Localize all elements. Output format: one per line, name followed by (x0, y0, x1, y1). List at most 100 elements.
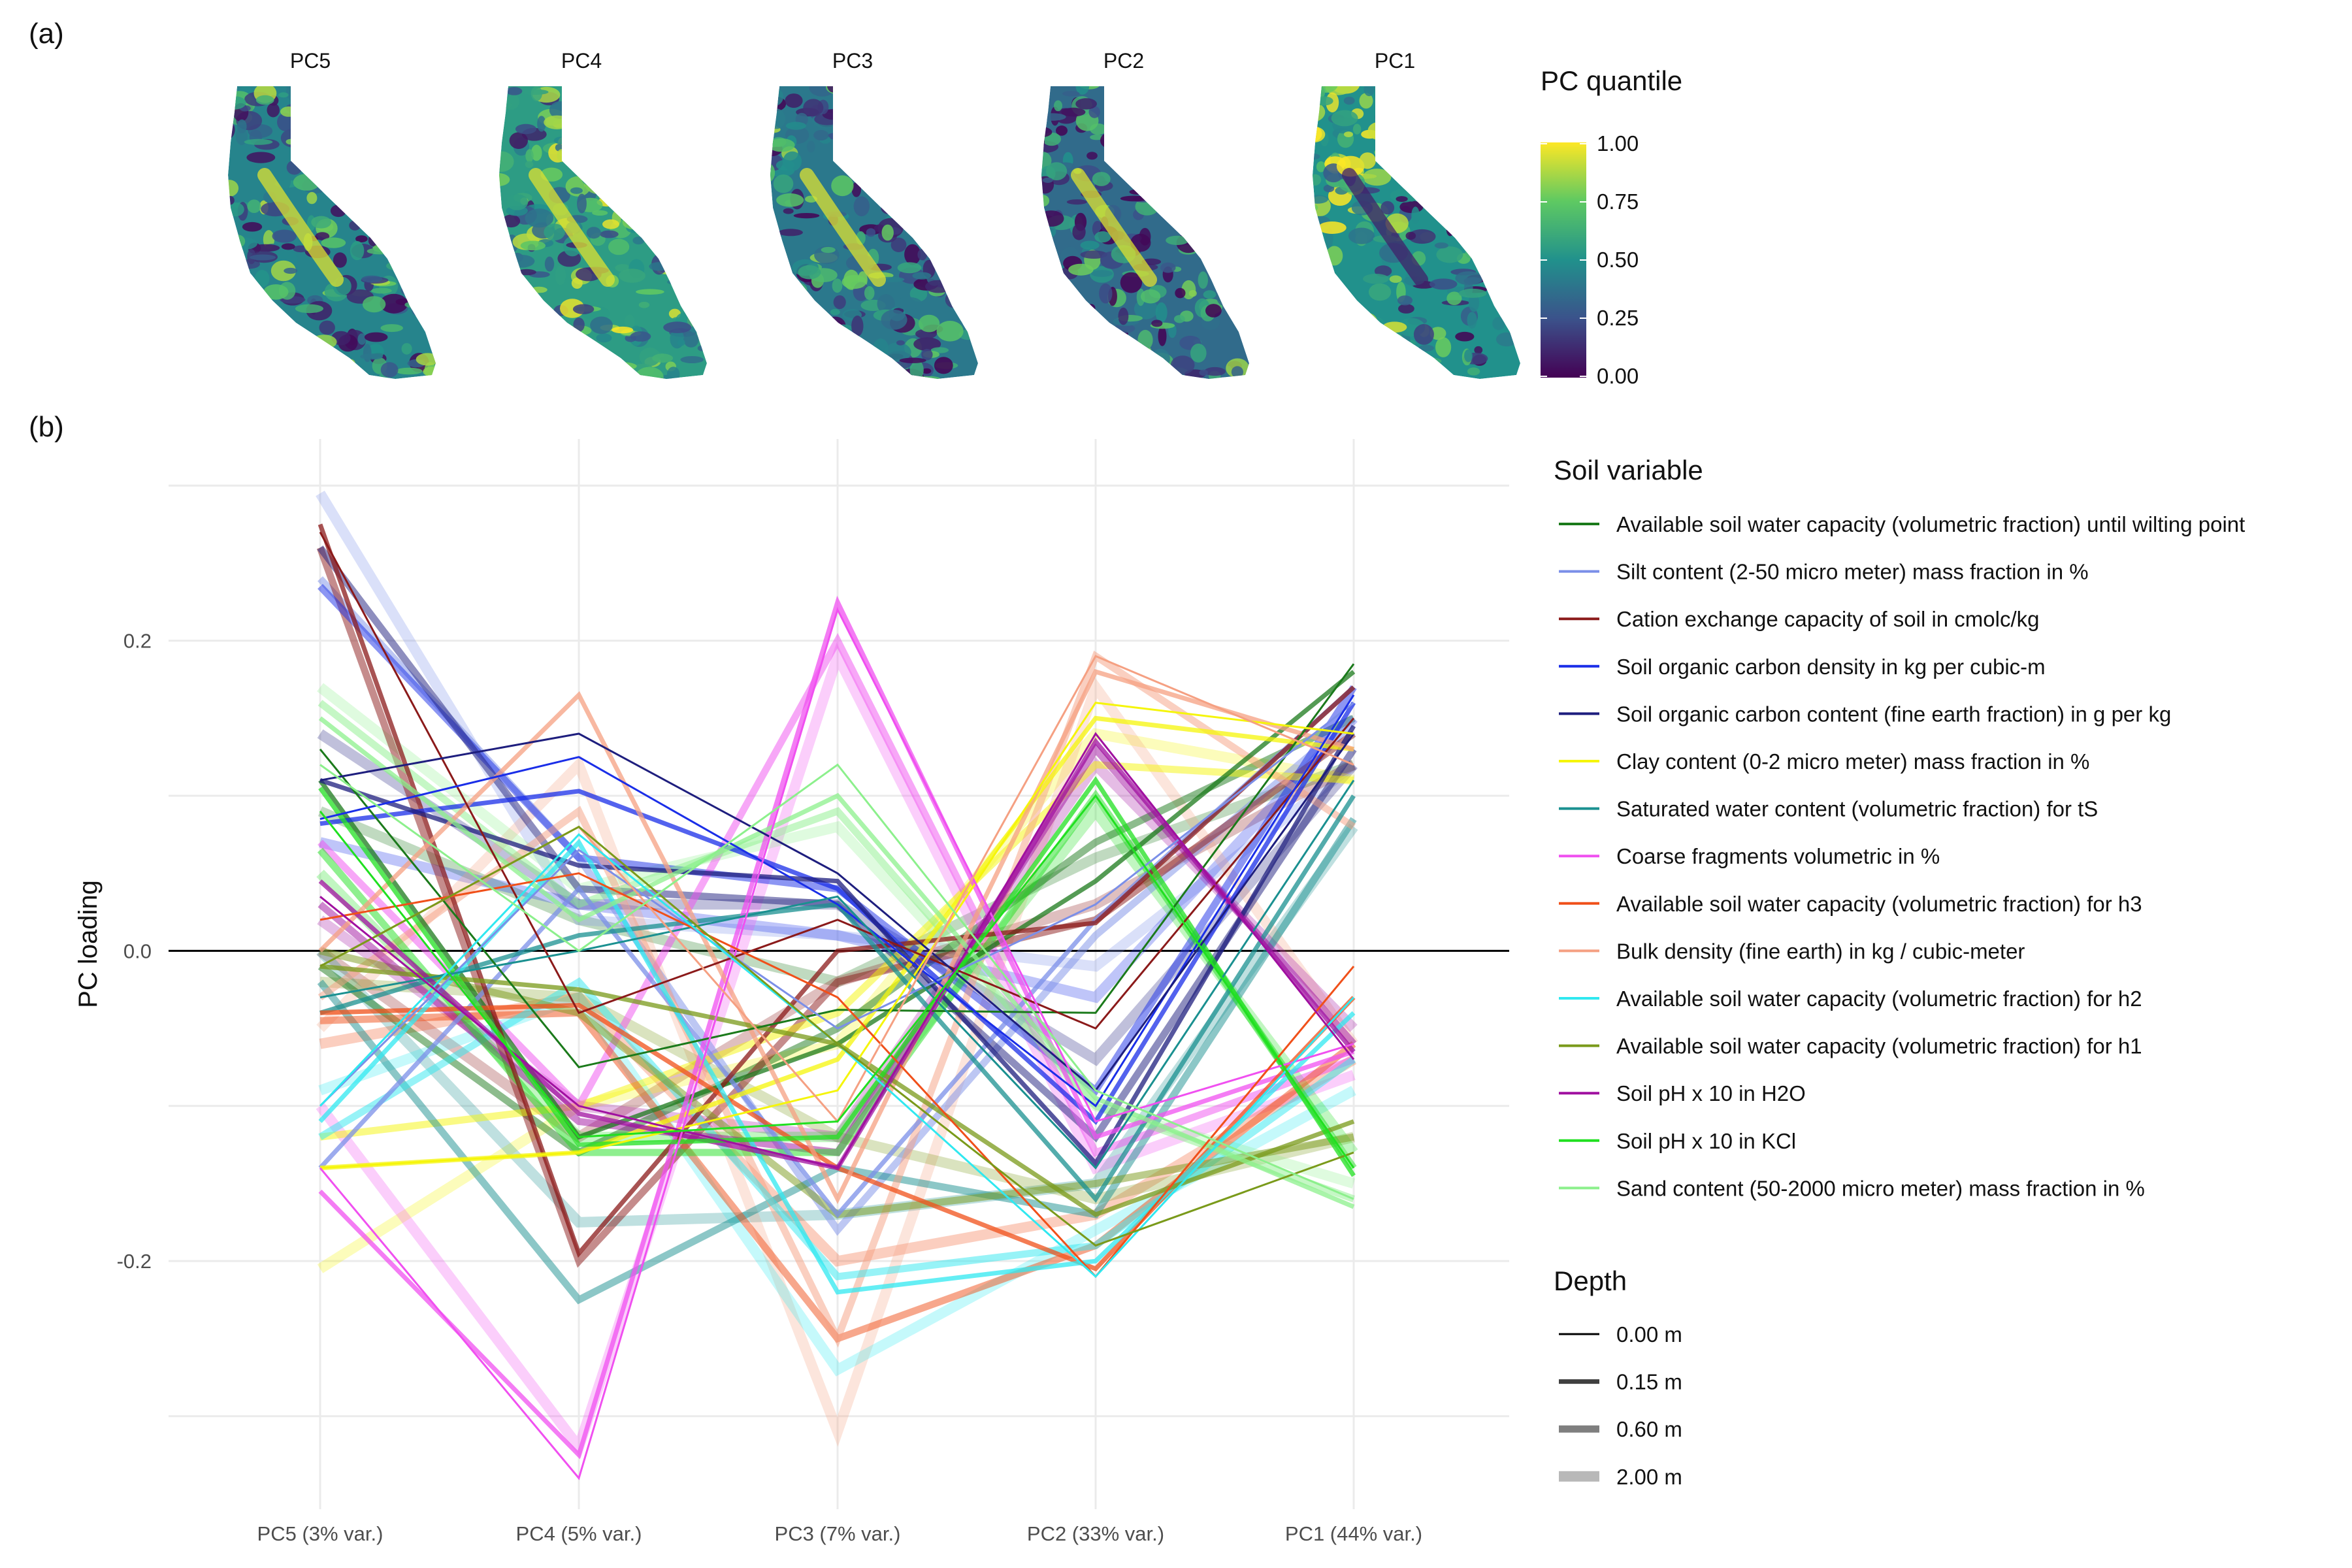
loading-line (319, 694, 1355, 1108)
pc-map-raster (770, 86, 978, 379)
legend-label: Clay content (0-2 micro meter) mass frac… (1616, 749, 2089, 774)
quantile-tick-label: 1.00 (1597, 131, 1639, 155)
loading-line (319, 825, 1354, 1247)
pc-map-4: PC2 (1041, 49, 1249, 379)
quantile-tick-label: 0.00 (1597, 364, 1639, 388)
pc-map-2: PC4 (499, 49, 707, 379)
loading-lines (316, 490, 1358, 1480)
pc-map-title: PC5 (290, 49, 331, 73)
legend-label: Soil organic carbon content (fine earth … (1616, 702, 2171, 726)
depth-legend-title: Depth (1554, 1266, 1627, 1296)
loading-line (319, 760, 1354, 1141)
soil-variable-legend-item: Available soil water capacity (volumetri… (1559, 987, 2142, 1011)
pc-maps: PC5 PC4 PC3 PC2 PC1 (228, 49, 1520, 379)
quantile-legend: PC quantile 1.00 0.75 0.50 0.25 0.00 (1541, 65, 1682, 388)
soil-variable-legend: Soil variable Available soil water capac… (1554, 455, 2245, 1200)
pc-map-title: PC3 (832, 49, 873, 73)
x-tick-label: PC1 (44% var.) (1285, 1522, 1422, 1545)
legend-label: Soil organic carbon density in kg per cu… (1616, 655, 2046, 679)
depth-legend-item: 0.00 m (1559, 1322, 1682, 1347)
loading-line (319, 763, 1354, 1200)
legend-label: 0.15 m (1616, 1370, 1682, 1394)
loading-line (319, 732, 1355, 1169)
loading-line (319, 714, 1358, 1004)
legend-label: Available soil water capacity (volumetri… (1616, 512, 2245, 536)
pc-map-raster (499, 86, 707, 379)
legend-label: 0.60 m (1616, 1417, 1682, 1441)
quantile-tick-label: 0.75 (1597, 189, 1639, 214)
soil-variable-legend-item: Coarse fragments volumetric in % (1559, 844, 1940, 868)
soil-variable-legend-item: Available soil water capacity (volumetri… (1559, 512, 2245, 536)
soil-variable-legend-item: Available soil water capacity (volumetri… (1559, 892, 2142, 916)
quantile-legend-title: PC quantile (1541, 65, 1682, 96)
quantile-tick-label: 0.25 (1597, 306, 1639, 330)
pc-map-1: PC5 (228, 49, 436, 379)
soil-variable-legend-item: Sand content (50-2000 micro meter) mass … (1559, 1176, 2145, 1200)
depth-legend-item: 2.00 m (1559, 1465, 1682, 1489)
x-tick-label: PC4 (5% var.) (516, 1522, 642, 1545)
loading-chart: 0.2 0.0 -0.2 PC5 (3% var.) PC4 (5% var.) PC3… (74, 439, 1509, 1545)
pc-map-raster (1041, 86, 1249, 379)
legend-label: Silt content (2-50 micro meter) mass fra… (1616, 560, 2089, 584)
soil-variable-legend-item: Silt content (2-50 micro meter) mass fra… (1559, 560, 2089, 584)
pc-map-raster (1313, 86, 1520, 379)
quantile-colorbar (1541, 142, 1586, 378)
soil-variable-legend-items: Available soil water capacity (volumetri… (1559, 512, 2245, 1200)
legend-label: Soil pH x 10 in H2O (1616, 1081, 1806, 1105)
legend-label: 2.00 m (1616, 1465, 1682, 1489)
soil-variable-legend-item: Soil organic carbon content (fine earth … (1559, 702, 2171, 726)
loading-line (319, 607, 1354, 1480)
x-tick-label: PC2 (33% var.) (1027, 1522, 1164, 1545)
quantile-tick-label: 0.50 (1597, 248, 1639, 272)
depth-legend: Depth 0.00 m 0.15 m 0.60 m 2.00 m (1554, 1266, 1682, 1489)
soil-variable-legend-item: Soil pH x 10 in H2O (1559, 1081, 1806, 1105)
x-tick-label: PC3 (7% var.) (775, 1522, 901, 1545)
panel-label-b: (b) (29, 411, 64, 443)
x-tick-label: PC5 (3% var.) (257, 1522, 384, 1545)
soil-variable-legend-item: Soil organic carbon density in kg per cu… (1559, 655, 2046, 679)
panel-label-a: (a) (29, 18, 64, 50)
soil-variable-legend-item: Clay content (0-2 micro meter) mass frac… (1559, 749, 2089, 774)
pc-map-title: PC1 (1375, 49, 1415, 73)
loading-line (319, 794, 1355, 1169)
pc-map-3: PC3 (770, 49, 978, 379)
loading-line (318, 776, 1356, 1177)
legend-label: Sand content (50-2000 micro meter) mass … (1616, 1176, 2145, 1200)
loading-line (319, 732, 1355, 1092)
loading-line (319, 531, 1355, 1030)
y-axis-title: PC loading (74, 880, 103, 1008)
pc-map-title: PC2 (1103, 49, 1144, 73)
loading-line (319, 663, 1355, 1069)
y-tick-label: 0.0 (123, 939, 152, 962)
depth-legend-item: 0.15 m (1559, 1370, 1682, 1394)
legend-label: Saturated water content (volumetric frac… (1616, 797, 2098, 821)
legend-label: Coarse fragments volumetric in % (1616, 844, 1940, 868)
loading-line (319, 702, 1354, 1107)
loading-line (319, 702, 1354, 1169)
pc-map-5: PC1 (1313, 49, 1520, 379)
legend-label: Available soil water capacity (volumetri… (1616, 987, 2142, 1011)
legend-label: Bulk density (fine earth) in kg / cubic-… (1616, 939, 2025, 963)
loading-line (318, 668, 1355, 1205)
loading-line (318, 595, 1355, 1460)
quantile-ticks: 1.00 0.75 0.50 0.25 0.00 (1541, 131, 1639, 388)
legend-label: Available soil water capacity (volumetri… (1616, 892, 2142, 916)
x-tick-labels: PC5 (3% var.) PC4 (5% var.) PC3 (7% var.) P… (257, 1522, 1423, 1545)
depth-legend-items: 0.00 m 0.15 m 0.60 m 2.00 m (1559, 1322, 1682, 1489)
pc-map-title: PC4 (561, 49, 602, 73)
depth-legend-item: 0.60 m (1559, 1417, 1682, 1441)
soil-variable-legend-item: Cation exchange capacity of soil in cmol… (1559, 607, 2040, 631)
soil-variable-legend-item: Soil pH x 10 in KCl (1559, 1129, 1796, 1153)
legend-label: 0.00 m (1616, 1322, 1682, 1347)
pc-map-raster (228, 86, 436, 379)
loading-line (319, 779, 1355, 1170)
legend-label: Soil pH x 10 in KCl (1616, 1129, 1796, 1153)
soil-variable-legend-item: Bulk density (fine earth) in kg / cubic-… (1559, 939, 2025, 963)
y-tick-label: 0.2 (123, 630, 152, 653)
loading-line (317, 683, 1356, 1189)
legend-label: Cation exchange capacity of soil in cmol… (1616, 607, 2040, 631)
y-tick-labels: 0.2 0.0 -0.2 (117, 630, 152, 1273)
soil-variable-legend-title: Soil variable (1554, 455, 1703, 485)
soil-variable-legend-item: Available soil water capacity (volumetri… (1559, 1034, 2142, 1058)
